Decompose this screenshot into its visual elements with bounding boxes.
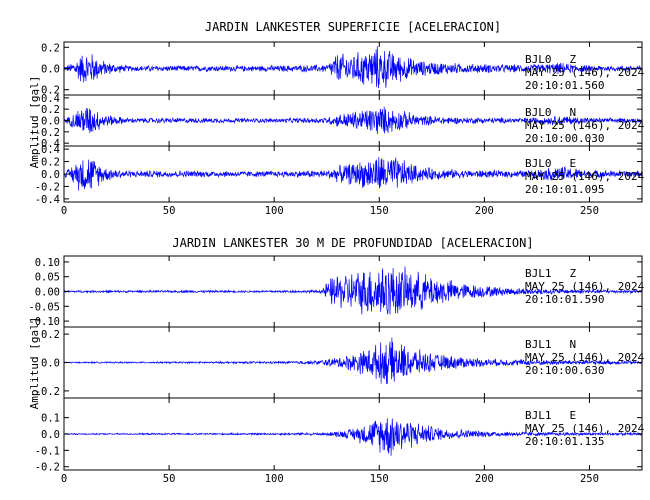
station-label: BJL1 N — [525, 338, 576, 351]
x-tick-label: 150 — [370, 205, 389, 217]
station-name: BJL1 — [525, 267, 552, 280]
station-label: BJL1 Z — [525, 267, 577, 280]
record-date: MAY 25 (146), 2024 — [525, 119, 645, 132]
y-tick-label: -0.2 — [35, 462, 60, 474]
y-tick-label: 0.1 — [41, 413, 60, 425]
y-tick-label: -0.05 — [28, 301, 60, 313]
x-tick-label: 0 — [61, 205, 67, 217]
waveform-series-line — [64, 337, 642, 385]
y-tick-label: -0.1 — [35, 445, 60, 457]
record-date: MAY 25 (146), 2024 — [525, 351, 645, 364]
y-tick-label: 0.10 — [35, 257, 60, 269]
record-time: 20:10:01.560 — [525, 79, 604, 92]
y-tick-label: -0.4 — [35, 138, 60, 150]
y-tick-label: 0.00 — [35, 287, 60, 299]
x-tick-label: 100 — [265, 205, 284, 217]
y-tick-label: 0.0 — [41, 169, 60, 181]
chart-panel-1: JARDIN LANKESTER 30 M DE PROFUNDIDAD [AC… — [28, 236, 645, 485]
component-name: E — [570, 157, 577, 170]
y-tick-label: 0.4 — [41, 93, 60, 105]
record-date: MAY 25 (146), 2024 — [525, 66, 645, 79]
y-tick-label: 0.2 — [41, 42, 60, 54]
station-name: BJL0 — [525, 157, 552, 170]
y-tick-label: 0.0 — [41, 358, 60, 370]
y-tick-label: 0.05 — [35, 272, 60, 284]
y-axis-label: Amplitud [gal] — [28, 317, 41, 410]
y-tick-label: 0.0 — [41, 429, 60, 441]
x-tick-label: 200 — [475, 205, 494, 217]
waveform-series-line — [64, 46, 642, 89]
station-name: BJL1 — [525, 409, 552, 422]
y-tick-label: 0.0 — [41, 116, 60, 128]
y-tick-label: -0.10 — [28, 316, 60, 328]
y-tick-label: 0.0 — [41, 64, 60, 76]
y-tick-label: -0.2 — [35, 386, 60, 398]
y-tick-label: 0.2 — [41, 157, 60, 169]
x-tick-label: 250 — [580, 205, 599, 217]
x-tick-label: 50 — [163, 473, 176, 485]
y-axis-label: Amplitud [gal] — [28, 76, 41, 169]
record-time: 20:10:01.095 — [525, 183, 604, 196]
x-tick-label: 0 — [61, 473, 67, 485]
x-tick-label: 50 — [163, 205, 176, 217]
station-label: BJL0 N — [525, 106, 576, 119]
y-tick-label: 0.2 — [41, 329, 60, 341]
waveform-series-line — [64, 157, 642, 191]
component-name: E — [570, 409, 577, 422]
waveform-series-line — [64, 418, 642, 456]
component-name: N — [570, 338, 577, 351]
station-label: BJL0 E — [525, 157, 576, 170]
station-label: BJL0 Z — [525, 53, 577, 66]
waveform-series-line — [64, 266, 642, 315]
record-date: MAY 25 (146), 2024 — [525, 422, 645, 435]
station-name: BJL0 — [525, 53, 552, 66]
record-time: 20:10:00.630 — [525, 364, 604, 377]
y-tick-label: -0.4 — [35, 194, 60, 206]
x-tick-label: 200 — [475, 473, 494, 485]
station-name: BJL1 — [525, 338, 552, 351]
station-name: BJL0 — [525, 106, 552, 119]
record-date: MAY 25 (146), 2024 — [525, 280, 645, 293]
y-tick-label: 0.2 — [41, 104, 60, 116]
chart-title: JARDIN LANKESTER SUPERFICIE [ACELERACION… — [205, 20, 501, 34]
component-name: N — [570, 106, 577, 119]
y-tick-label: -0.2 — [35, 181, 60, 193]
y-tick-label: -0.2 — [35, 85, 60, 97]
x-tick-label: 100 — [265, 473, 284, 485]
chart-title: JARDIN LANKESTER 30 M DE PROFUNDIDAD [AC… — [172, 236, 533, 250]
record-time: 20:10:01.590 — [525, 293, 604, 306]
component-name: Z — [570, 267, 577, 280]
record-date: MAY 25 (146), 2024 — [525, 170, 645, 183]
station-label: BJL1 E — [525, 409, 576, 422]
y-tick-label: -0.2 — [35, 127, 60, 139]
chart-panel-0: JARDIN LANKESTER SUPERFICIE [ACELERACION… — [28, 20, 645, 217]
component-name: Z — [570, 53, 577, 66]
x-tick-label: 250 — [580, 473, 599, 485]
waveform-series-line — [64, 106, 642, 135]
y-tick-label: 0.4 — [41, 144, 60, 156]
record-time: 20:10:01.135 — [525, 435, 604, 448]
x-tick-label: 150 — [370, 473, 389, 485]
record-time: 20:10:00.030 — [525, 132, 604, 145]
